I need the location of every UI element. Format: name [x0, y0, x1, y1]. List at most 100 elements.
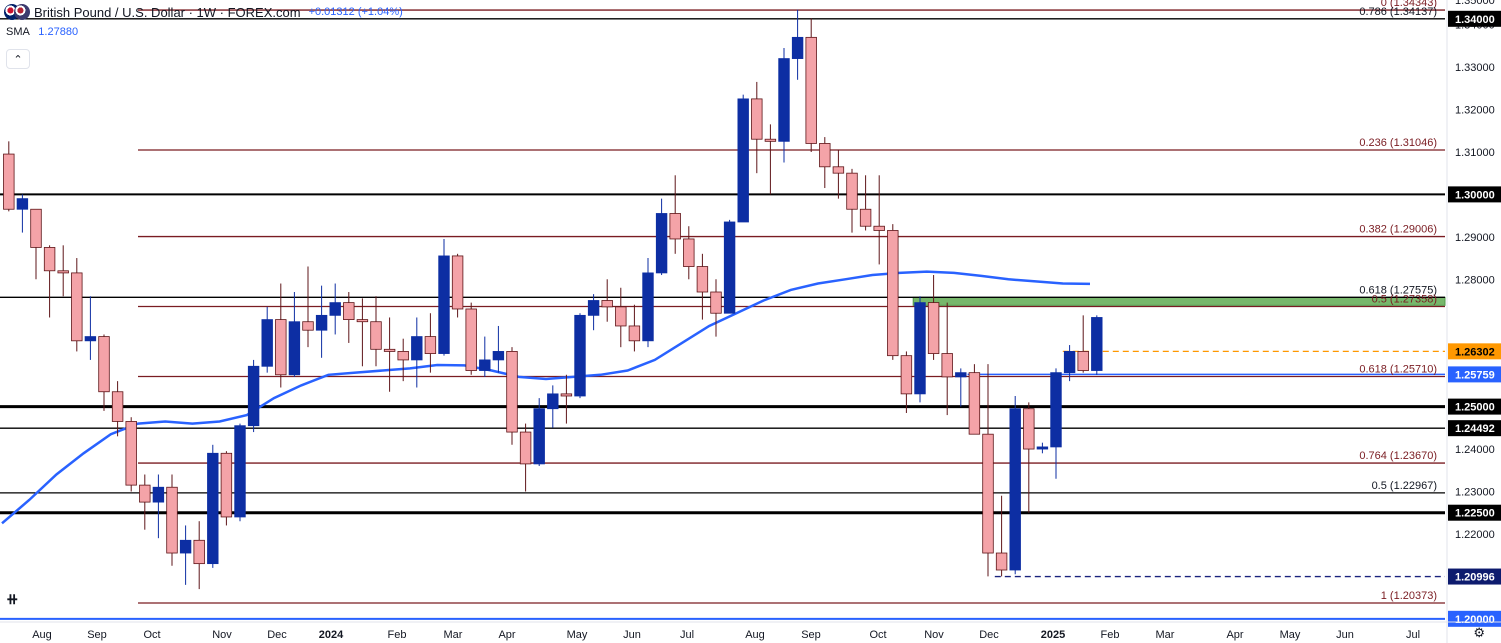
candle-body — [71, 272, 83, 342]
candle — [261, 306, 273, 373]
candle-body — [247, 365, 260, 427]
candle-body — [873, 225, 885, 231]
candle — [819, 137, 831, 189]
candle-body — [411, 336, 423, 361]
candle — [356, 298, 369, 367]
x-tick-label: Oct — [143, 629, 160, 641]
candle-body — [751, 98, 763, 140]
candle — [57, 245, 69, 297]
candle-body — [1077, 351, 1089, 371]
candle — [1009, 395, 1021, 575]
x-tick-label: 2025 — [1041, 629, 1065, 641]
candle — [805, 18, 817, 152]
candle — [832, 149, 845, 199]
collapse-legend-button[interactable]: ⌃ — [6, 49, 30, 69]
x-tick-label: Jul — [1406, 629, 1420, 641]
candle — [751, 81, 763, 174]
candle — [873, 175, 885, 265]
candle — [125, 417, 137, 492]
candle — [683, 226, 695, 280]
candle-body — [30, 208, 42, 248]
candle-body — [832, 166, 845, 174]
candle-body — [98, 336, 110, 393]
candle-body — [642, 272, 654, 342]
candle — [1036, 442, 1049, 454]
candle-body — [615, 306, 627, 327]
level-label: 0.5 (1.27358) — [1372, 294, 1437, 306]
candle — [30, 208, 42, 280]
price-tag — [1448, 504, 1501, 521]
candle-body — [465, 308, 477, 371]
candle — [111, 381, 124, 437]
candle — [383, 317, 396, 392]
price-tag — [1448, 420, 1501, 437]
candle-body — [397, 351, 409, 361]
candle-body — [846, 172, 858, 210]
candle — [370, 296, 382, 367]
price-tag — [1448, 398, 1501, 415]
level-label: 0.382 (1.29006) — [1359, 224, 1437, 236]
candle-body — [669, 213, 681, 240]
candle-body — [275, 319, 287, 376]
level-label: 0 (1.34343) — [1381, 0, 1437, 9]
candle-body — [547, 393, 559, 410]
usd-flag-icon — [14, 4, 30, 20]
price-tag — [1448, 186, 1501, 203]
candle — [669, 175, 681, 254]
candle-body — [152, 486, 165, 503]
tradingview-logo-icon[interactable]: ⧺ — [6, 591, 19, 608]
y-tick-label: 1.22000 — [1455, 529, 1495, 541]
candle-body — [927, 302, 940, 354]
candle-body — [1050, 372, 1062, 448]
indicator-name: SMA — [6, 26, 30, 38]
candle — [1063, 345, 1076, 382]
price-tag-label: 1.30000 — [1455, 189, 1495, 201]
candle-body — [914, 302, 926, 395]
candle-body — [438, 255, 450, 354]
x-tick-label: Feb — [388, 629, 407, 641]
y-tick-label: 1.35000 — [1455, 0, 1495, 7]
symbol-title[interactable]: British Pound / U.S. Dollar · 1W · FOREX… — [34, 4, 301, 20]
candle — [601, 279, 613, 322]
candle — [519, 423, 532, 492]
chart-header: British Pound / U.S. Dollar · 1W · FOREX… — [0, 2, 403, 22]
y-tick-label: 1.31000 — [1455, 147, 1495, 159]
candle-body — [710, 291, 722, 314]
candle-body — [166, 486, 178, 554]
candle — [302, 266, 314, 348]
candle — [397, 338, 409, 382]
level-label: 0.618 (1.27575) — [1359, 284, 1437, 296]
x-tick-label: Jun — [1336, 629, 1354, 641]
x-tick-label: Apr — [1226, 629, 1243, 641]
x-tick-label: Nov — [924, 629, 944, 641]
candle-body — [492, 351, 505, 361]
x-tick-label: Oct — [869, 629, 886, 641]
price-tag-label: 1.24492 — [1455, 423, 1495, 435]
level-label: 0.764 (1.23670) — [1359, 450, 1437, 462]
candle-body — [356, 319, 369, 323]
gear-icon[interactable]: ⚙ — [1473, 625, 1485, 640]
candle — [655, 198, 668, 276]
level-label: 0.5 (1.22967) — [1372, 480, 1437, 492]
candle-body — [982, 433, 994, 554]
candle — [139, 474, 151, 530]
y-tick-label: 1.23000 — [1455, 486, 1495, 498]
x-tick-label: 2024 — [319, 629, 344, 641]
candle-body — [968, 372, 981, 435]
candle-body — [574, 314, 586, 397]
candle-body — [451, 255, 464, 310]
candle-body — [16, 198, 29, 210]
price-tag-label: 1.20000 — [1455, 614, 1495, 626]
candle-body — [1091, 317, 1103, 371]
price-tag — [1448, 568, 1501, 585]
x-tick-label: May — [567, 629, 588, 641]
x-tick-label: Aug — [32, 629, 52, 641]
candle — [547, 385, 559, 428]
candle — [887, 224, 899, 360]
level-label: 1 (1.20373) — [1381, 590, 1437, 602]
candle-body — [819, 143, 831, 168]
y-tick-label: 1.28000 — [1455, 274, 1495, 286]
indicator-legend[interactable]: SMA 1.27880 — [6, 26, 78, 38]
candle-body — [383, 348, 396, 352]
